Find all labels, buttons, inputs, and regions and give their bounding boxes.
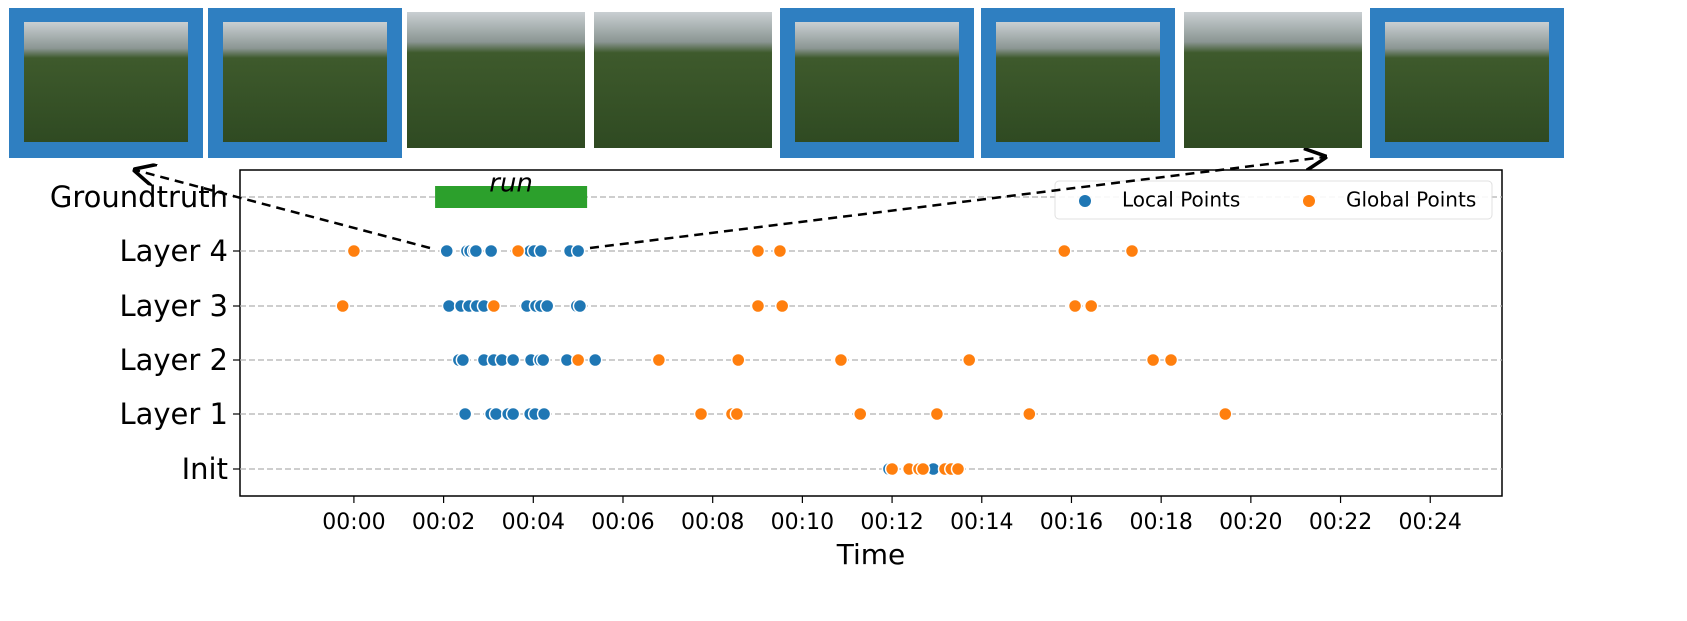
frame-image xyxy=(594,12,772,148)
point xyxy=(510,243,526,259)
point xyxy=(950,461,966,477)
point xyxy=(468,243,484,259)
legend-marker xyxy=(1303,195,1315,207)
x-tick-label: 00:14 xyxy=(950,510,1013,535)
point xyxy=(587,352,603,368)
point xyxy=(457,406,473,422)
point xyxy=(1145,352,1161,368)
x-tick-label: 00:04 xyxy=(502,510,565,535)
x-tick-label: 00:10 xyxy=(771,510,834,535)
legend-box xyxy=(1054,180,1493,220)
point xyxy=(774,298,790,314)
point xyxy=(915,461,931,477)
y-tick-label: Groundtruth xyxy=(50,180,228,214)
point xyxy=(570,352,586,368)
point xyxy=(535,352,551,368)
point xyxy=(884,461,900,477)
point xyxy=(1083,298,1099,314)
frame-image xyxy=(1184,12,1362,148)
x-tick-label: 00:08 xyxy=(681,510,744,535)
point xyxy=(455,352,471,368)
point xyxy=(536,406,552,422)
point xyxy=(651,352,667,368)
frame-image xyxy=(996,22,1160,142)
x-tick-label: 00:12 xyxy=(860,510,923,535)
groundtruth-label: run xyxy=(489,169,533,199)
groundtruth-bar xyxy=(435,186,588,208)
point xyxy=(1124,243,1140,259)
x-tick-label: 00:16 xyxy=(1040,510,1103,535)
point xyxy=(1022,406,1037,422)
arrow xyxy=(589,157,1325,250)
point xyxy=(486,298,502,314)
point xyxy=(570,243,586,259)
x-tick-label: 00:24 xyxy=(1399,510,1462,535)
y-tick-label: Layer 4 xyxy=(119,234,228,268)
y-tick-label: Init xyxy=(182,452,228,486)
x-tick-label: 00:00 xyxy=(322,510,385,535)
x-axis-label: Time xyxy=(836,538,906,571)
frame-image xyxy=(407,12,585,148)
frame-image xyxy=(795,22,959,142)
point xyxy=(533,243,549,259)
point xyxy=(335,298,350,314)
x-tick-label: 00:22 xyxy=(1309,510,1372,535)
video-frames xyxy=(9,8,1564,158)
point xyxy=(929,406,945,422)
point xyxy=(505,406,521,422)
point xyxy=(693,406,709,422)
point xyxy=(1218,406,1233,422)
point xyxy=(488,406,504,422)
x-tick-label: 00:06 xyxy=(591,510,654,535)
legend-marker xyxy=(1079,195,1091,207)
frame-image xyxy=(1385,22,1549,142)
point xyxy=(729,406,745,422)
point xyxy=(731,352,746,368)
x-tick-label: 00:02 xyxy=(412,510,475,535)
point xyxy=(441,298,457,314)
point xyxy=(961,352,977,368)
point xyxy=(1163,352,1179,368)
x-tick-label: 00:18 xyxy=(1129,510,1192,535)
y-tick-label: Layer 3 xyxy=(119,289,228,323)
frame-image xyxy=(24,22,188,142)
point xyxy=(750,243,766,259)
point xyxy=(439,243,454,259)
point xyxy=(1067,298,1083,314)
frame-image xyxy=(223,22,387,142)
point xyxy=(852,406,868,422)
point xyxy=(772,243,788,259)
x-tick-label: 00:20 xyxy=(1219,510,1282,535)
point xyxy=(346,243,362,259)
legend-label: Global Points xyxy=(1346,188,1476,212)
point xyxy=(1057,243,1072,259)
arrow xyxy=(135,170,431,250)
legend-label: Local Points xyxy=(1122,188,1240,212)
point xyxy=(572,298,588,314)
point xyxy=(539,298,555,314)
point xyxy=(483,243,499,259)
y-tick-label: Layer 2 xyxy=(119,343,228,377)
point xyxy=(750,298,766,314)
point xyxy=(505,352,521,368)
point xyxy=(833,352,849,368)
y-tick-label: Layer 1 xyxy=(119,397,228,431)
plot-frame xyxy=(239,169,1503,497)
